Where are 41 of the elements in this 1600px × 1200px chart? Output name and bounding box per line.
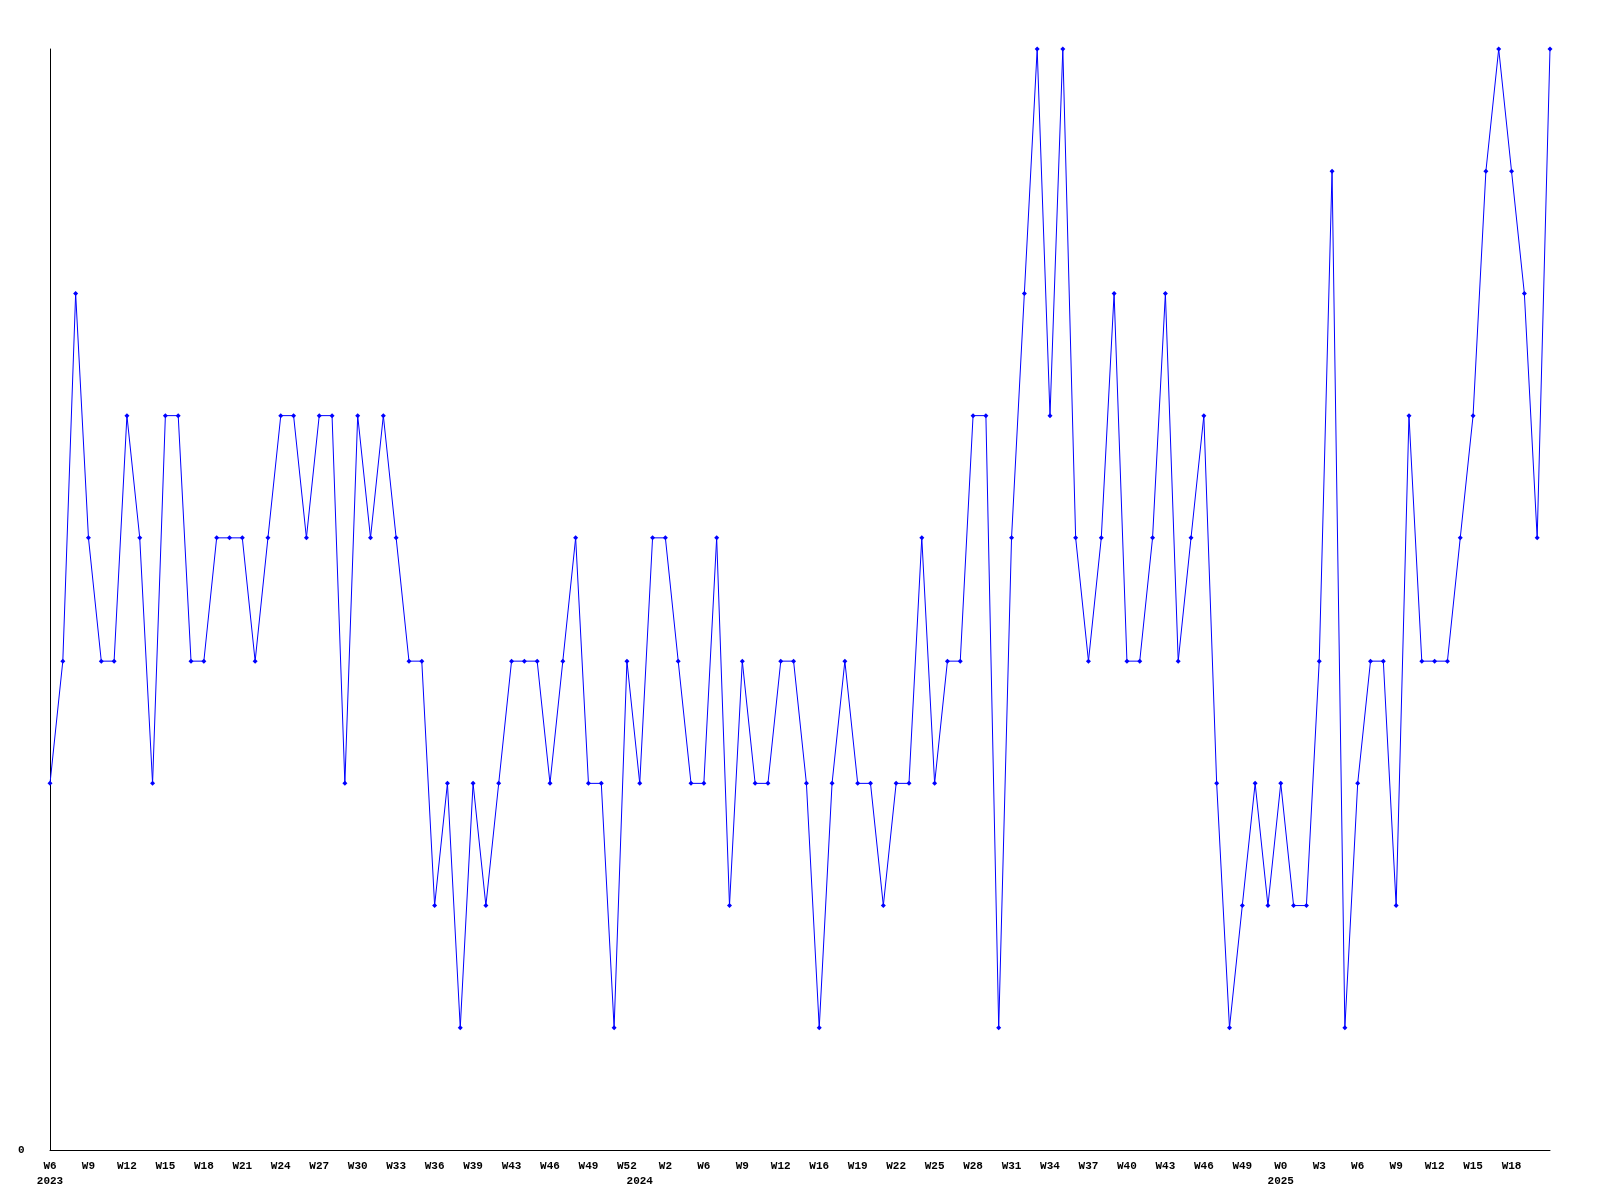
- x-tick-label: W28: [963, 1159, 984, 1172]
- x-tick-label: W3: [1312, 1159, 1327, 1172]
- x-tick-label: W18: [193, 1159, 215, 1172]
- x-tick-label: W6 2023: [36, 1159, 64, 1187]
- x-tick-label: W15: [1463, 1159, 1484, 1172]
- x-tick-label: W34: [1040, 1159, 1061, 1172]
- x-tick-label: W18: [1501, 1159, 1522, 1172]
- x-tick-label: W36: [424, 1159, 445, 1172]
- x-tick-label: W6: [697, 1159, 711, 1172]
- x-tick-label: W19: [847, 1159, 868, 1172]
- x-tick-label: W46: [540, 1159, 560, 1172]
- text: 0: [18, 1144, 25, 1156]
- x-tick-label: W22: [886, 1159, 907, 1172]
- x-tick-label: W9: [735, 1159, 749, 1172]
- x-tick-label: W39: [463, 1159, 483, 1172]
- x-tick-label: W43: [501, 1159, 522, 1172]
- x-tick-label: W12: [117, 1159, 137, 1172]
- x-tick-label: W40: [1117, 1159, 1137, 1172]
- x-tick-label: W9: [81, 1159, 96, 1172]
- x-tick-label: W12: [1424, 1159, 1445, 1172]
- x-tick-label: W9: [1389, 1159, 1403, 1172]
- x-tick-label: W6: [1351, 1159, 1365, 1172]
- x-tick-label: W49: [1232, 1159, 1253, 1172]
- x-tick-label: W15: [155, 1159, 176, 1172]
- x-tick-label: W21: [232, 1159, 253, 1172]
- x-tick-label: W37: [1078, 1159, 1099, 1172]
- x-tick-label: W0 2025: [1267, 1159, 1295, 1187]
- x-tick-label: W30: [347, 1159, 368, 1172]
- x-tick-label: W25: [924, 1159, 945, 1172]
- x-tick-label: W49: [578, 1159, 599, 1172]
- x-tick-label: W46: [1193, 1159, 1214, 1172]
- x-tick-label: W2: [658, 1159, 672, 1172]
- x-tick-label: W31: [1001, 1159, 1022, 1172]
- x-tick-label: W24: [270, 1159, 292, 1172]
- x-tick-label: W52: [617, 1159, 637, 1172]
- x-tick-label: W33: [386, 1159, 407, 1172]
- x-tick-label: 2024: [626, 1174, 654, 1187]
- x-tick-label: W12: [770, 1159, 791, 1172]
- x-tick-label: W43: [1155, 1159, 1176, 1172]
- x-tick-label: W16: [809, 1159, 830, 1172]
- x-tick-label: W27: [309, 1159, 330, 1172]
